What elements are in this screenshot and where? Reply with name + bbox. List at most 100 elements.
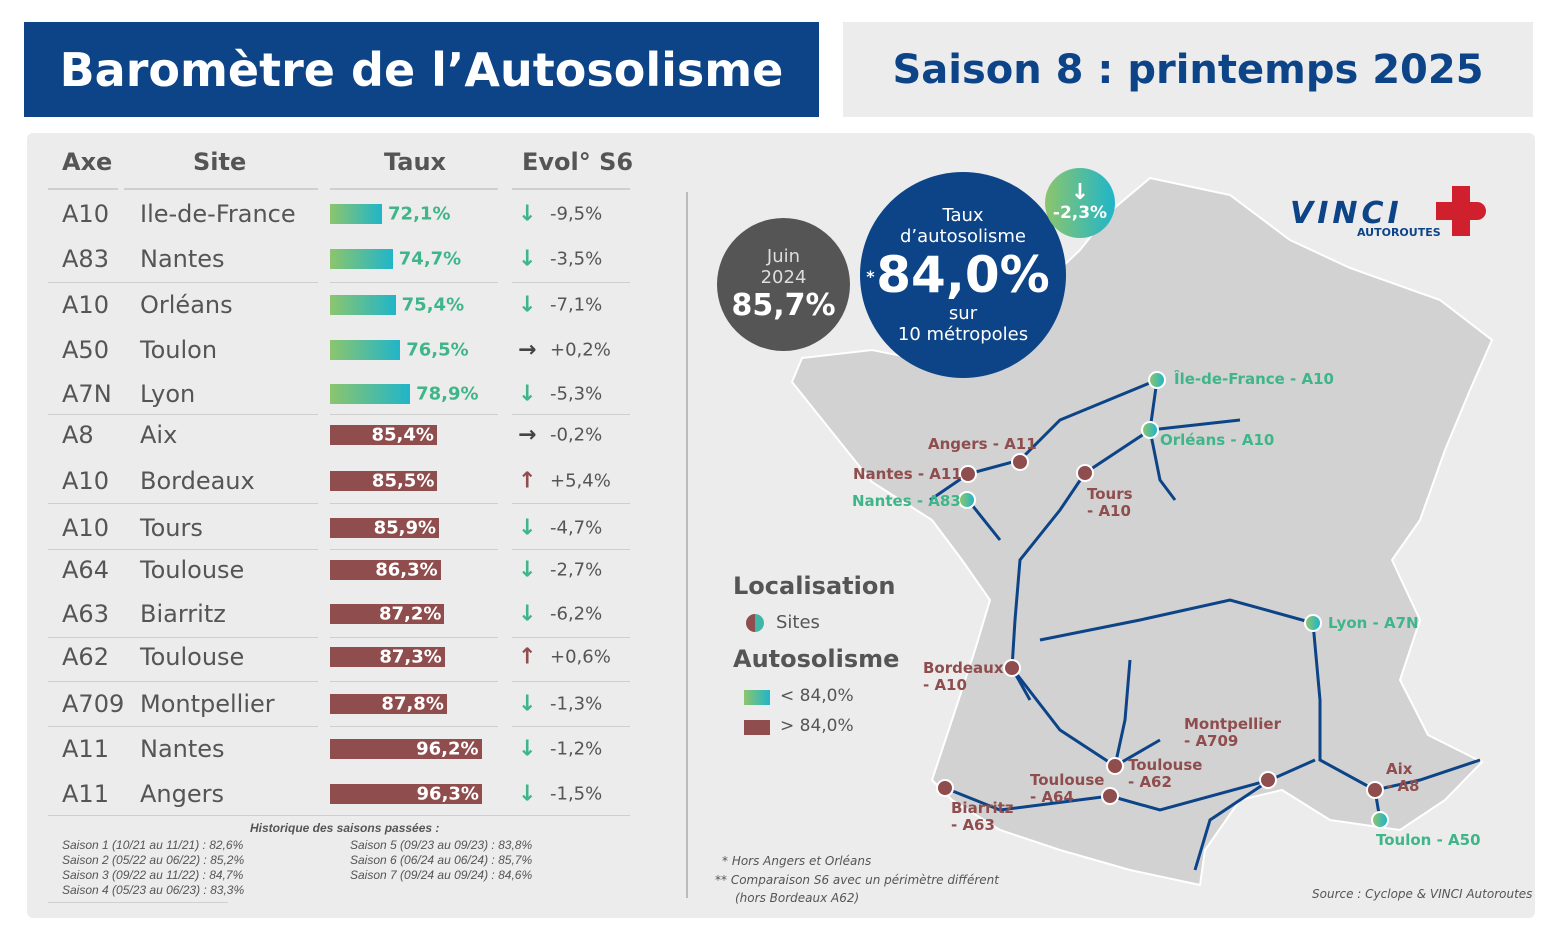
previous-rate-circle: Juin 2024 85,7% [717, 218, 850, 351]
rate-label: 87,2% [378, 603, 442, 625]
rate-label: 85,4% [371, 424, 434, 446]
row-evol: -1,5% [550, 783, 603, 805]
vertical-divider [686, 192, 688, 898]
site-marker-icon [746, 614, 764, 632]
site-marker[interactable] [1371, 811, 1389, 829]
rate-label: 85,9% [373, 517, 437, 539]
row-site: Ile-de-France [140, 200, 296, 228]
rate-bar [330, 694, 447, 714]
site-label: Biarritz - A63 [951, 799, 1014, 834]
row-divider [48, 726, 318, 727]
site-marker[interactable] [958, 491, 976, 509]
page-title: Baromètre de l’Autosolisme [24, 22, 819, 117]
site-label: Nantes - A11 [853, 465, 962, 483]
site-label: Montpellier - A709 [1184, 715, 1281, 750]
footnote-3: (hors Bordeaux A62) [735, 891, 860, 905]
divider [512, 188, 630, 190]
trend-down-icon: ↓ [518, 736, 537, 762]
rate-bar [330, 739, 482, 759]
row-divider [512, 414, 630, 415]
site-marker[interactable] [1259, 771, 1277, 789]
row-evol: -3,5% [550, 248, 603, 270]
site-marker[interactable] [1141, 421, 1159, 439]
row-site: Montpellier [140, 690, 275, 718]
rate-bar [330, 784, 482, 804]
highway-a19 [1149, 418, 1241, 432]
history-item: Saison 4 (05/23 au 06/23) : 83,3% [62, 883, 245, 897]
site-marker[interactable] [1101, 787, 1119, 805]
row-divider [330, 414, 498, 415]
row-divider [512, 503, 630, 504]
highway-a64 [944, 786, 1111, 812]
row-site: Nantes [140, 245, 225, 273]
row-divider [330, 637, 498, 638]
legend-loc-title: Localisation [733, 572, 896, 600]
vinci-logo-sub: AUTOROUTES [1357, 226, 1441, 239]
site-marker[interactable] [1304, 614, 1322, 632]
history-item: Saison 1 (10/21 au 11/21) : 82,6% [62, 838, 244, 852]
history-item: Saison 2 (05/22 au 06/22) : 85,2% [62, 853, 245, 867]
site-marker[interactable] [936, 779, 954, 797]
row-axe: A50 [62, 336, 109, 364]
site-marker[interactable] [1003, 659, 1021, 677]
rate-bar [330, 560, 441, 580]
legend-low-swatch [744, 690, 770, 705]
row-axe: A11 [62, 780, 109, 808]
divider [48, 815, 630, 816]
site-label: Tours - A10 [1087, 485, 1133, 520]
trend-down-icon: ↓ [518, 601, 537, 627]
rate-bar [330, 384, 411, 404]
highway-a83 [966, 499, 1002, 541]
row-axe: A10 [62, 467, 109, 495]
site-label: Toulouse - A62 [1128, 756, 1203, 791]
trend-up-icon: ↑ [518, 644, 537, 670]
main-label: Taux [942, 205, 984, 226]
header-site: Site [193, 148, 247, 176]
site-label: Aix - A8 [1386, 760, 1420, 795]
row-axe: A63 [62, 600, 109, 628]
prev-value: 85,7% [731, 288, 836, 323]
legend-high-swatch [744, 720, 770, 735]
rate-label: 86,3% [375, 559, 438, 581]
row-site: Orléans [140, 291, 233, 319]
rate-bar [330, 518, 440, 538]
divider [48, 188, 118, 190]
row-divider [512, 726, 630, 727]
divider [124, 188, 318, 190]
row-evol: -1,2% [550, 738, 603, 760]
history-title: Historique des saisons passées : [250, 821, 440, 835]
legend-high: > 84,0% [780, 716, 854, 736]
highway-a7 [1311, 622, 1382, 821]
site-marker[interactable] [1076, 464, 1094, 482]
legend-sites: Sites [776, 612, 820, 633]
header-evol: Evol° S6 [522, 148, 634, 176]
row-divider [330, 726, 498, 727]
trend-down-icon: ↓ [518, 557, 537, 583]
row-site: Toulouse [140, 643, 245, 671]
delta-value: -2,3% [1052, 203, 1108, 223]
row-site: Tours [140, 514, 203, 542]
rate-bar [330, 204, 383, 224]
site-marker[interactable] [1011, 453, 1029, 471]
rate-bar [330, 425, 437, 445]
site-label: Toulouse - A64 [1030, 771, 1105, 806]
site-marker[interactable] [1366, 781, 1384, 799]
row-site: Lyon [140, 380, 196, 408]
highway-a9 [1193, 778, 1271, 871]
trend-flat-icon: → [518, 337, 537, 363]
site-marker[interactable] [1148, 371, 1166, 389]
site-marker[interactable] [1106, 757, 1124, 775]
row-evol: -7,1% [550, 294, 603, 316]
rate-label: 87,3% [379, 646, 442, 668]
site-label: Île-de-France - A10 [1174, 370, 1334, 388]
row-axe: A11 [62, 735, 109, 763]
legend-auto-title: Autosolisme [733, 645, 900, 673]
rate-bar [330, 471, 438, 491]
trend-down-icon: ↓ [518, 292, 537, 318]
row-divider [48, 681, 318, 682]
site-marker[interactable] [959, 465, 977, 483]
prev-label: 2024 [760, 267, 807, 288]
site-label: Bordeaux - A10 [923, 659, 1004, 694]
site-label: Nantes - A83 [852, 492, 961, 510]
row-axe: A83 [62, 245, 109, 273]
